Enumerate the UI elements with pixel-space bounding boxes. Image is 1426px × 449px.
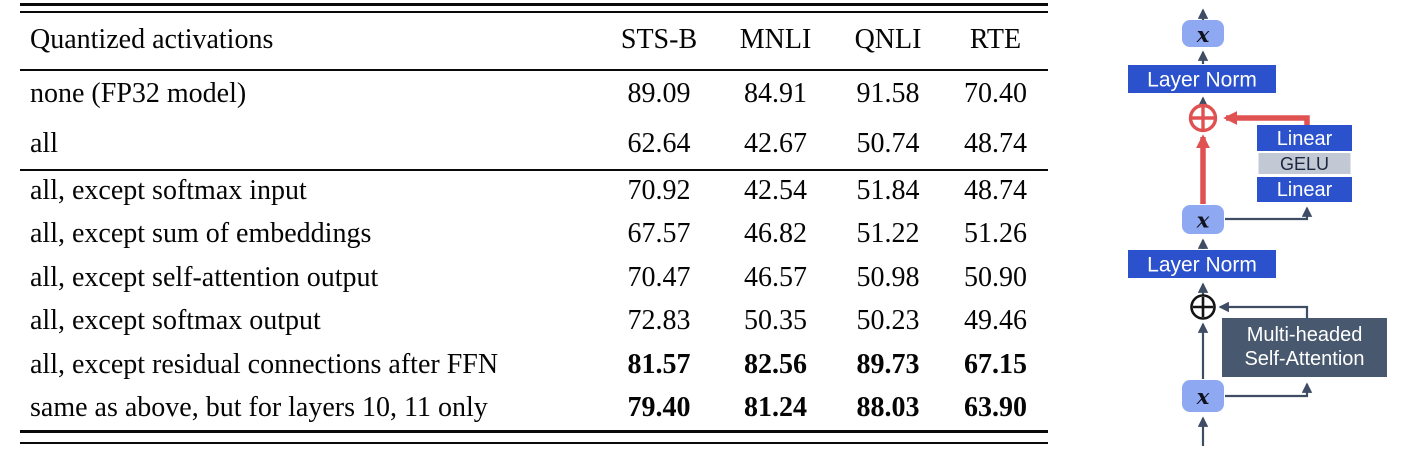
cell-value: 51.22 — [856, 218, 920, 250]
cell-value: 70.47 — [627, 261, 691, 293]
cell-value: 72.83 — [627, 305, 691, 337]
results-table: Quantized activations STS-B MNLI QNLI RT… — [20, 11, 1048, 430]
column-header-mnli: MNLI — [739, 24, 812, 55]
add-node-red — [1188, 103, 1218, 133]
x-label: x — [1196, 22, 1210, 47]
cell-value: 62.64 — [627, 128, 691, 159]
cell-value: 42.54 — [744, 174, 807, 206]
cell-value: 63.90 — [964, 392, 1027, 424]
row-label: all, except self-attention output — [30, 261, 379, 293]
column-header-quantized-activations: Quantized activations — [30, 24, 274, 55]
cell-value: 70.92 — [627, 174, 691, 206]
table-row: all, except self-attention output 70.47 … — [20, 256, 1048, 300]
column-header-qnli: QNLI — [854, 24, 922, 55]
gelu-box: GELU — [1258, 153, 1351, 174]
table-bottom-rule-inner — [20, 442, 1048, 444]
row-label: all, except residual connections after F… — [30, 348, 499, 380]
linear-label: Linear — [1277, 128, 1333, 150]
cell-value: 70.40 — [964, 78, 1027, 109]
cell-value: 50.35 — [744, 305, 807, 337]
layer-norm-box-top: Layer Norm — [1128, 65, 1276, 93]
cell-value: 81.24 — [744, 392, 807, 424]
transformer-block-diagram: x x x Layer Norm Layer Norm Linear GELU — [1128, 8, 1387, 446]
attention-label-line1: Multi-headed — [1247, 324, 1363, 346]
table-row: same as above, but for layers 10, 11 onl… — [20, 387, 1048, 431]
table-bottom-rule-outer — [20, 430, 1048, 433]
x-node-middle: x — [1182, 205, 1224, 234]
attention-label-line2: Self-Attention — [1244, 348, 1364, 370]
linear-box-top: Linear — [1257, 125, 1352, 151]
layer-norm-box-bottom: Layer Norm — [1128, 250, 1276, 278]
table-row: all, except sum of embeddings 67.57 46.8… — [20, 213, 1048, 257]
cell-value: 89.09 — [627, 78, 691, 109]
row-label: none (FP32 model) — [30, 78, 247, 109]
cell-value: 48.74 — [964, 174, 1027, 206]
linear-box-bottom: Linear — [1257, 177, 1352, 202]
table-top-rule-outer — [20, 3, 1048, 6]
column-header-rte: RTE — [969, 24, 1022, 55]
table-row: all, except softmax output 72.83 50.35 5… — [20, 300, 1048, 344]
table-row: all 62.64 42.67 50.74 48.74 — [20, 119, 1048, 169]
attention-to-add1-arrow — [1218, 301, 1309, 318]
table-header-rule — [20, 69, 1048, 71]
column-header-stsb: STS-B — [620, 24, 698, 55]
add-node — [1190, 294, 1216, 320]
cell-value: 46.82 — [744, 218, 807, 250]
table-row: all, except residual connections after F… — [20, 343, 1048, 387]
table-top-rule-inner — [20, 11, 1048, 13]
cell-value: 50.74 — [856, 128, 920, 159]
gelu-label: GELU — [1280, 154, 1329, 174]
cell-value: 46.57 — [744, 261, 807, 293]
table-header-row: Quantized activations STS-B MNLI QNLI RT… — [20, 11, 1048, 69]
layer-norm-label: Layer Norm — [1147, 254, 1257, 277]
table-row: none (FP32 model) 89.09 84.91 91.58 70.4… — [20, 69, 1048, 119]
cell-value: 91.58 — [856, 78, 920, 109]
cell-value: 50.98 — [856, 261, 920, 293]
cell-value: 48.74 — [964, 128, 1027, 159]
cell-value: 50.90 — [964, 261, 1027, 293]
cell-value: 50.23 — [856, 305, 920, 337]
cell-value: 51.26 — [964, 218, 1027, 250]
cell-value: 84.91 — [744, 78, 807, 109]
linear-label: Linear — [1277, 179, 1333, 201]
cell-value: 51.84 — [856, 174, 920, 206]
row-label: all, except sum of embeddings — [30, 218, 372, 250]
row-label: all, except softmax input — [30, 174, 307, 206]
cell-value: 82.56 — [744, 348, 807, 380]
table-row: all, except softmax input 70.92 42.54 51… — [20, 169, 1048, 213]
x-to-attention-arrow — [1225, 382, 1313, 398]
x-label: x — [1196, 208, 1210, 233]
row-label: all — [30, 128, 58, 159]
x-node-bottom: x — [1182, 380, 1224, 412]
x-to-linear-arrow — [1225, 206, 1313, 221]
attention-box: Multi-headed Self-Attention — [1222, 318, 1387, 377]
ffn-to-add2-red-arrow — [1223, 111, 1310, 128]
cell-value: 88.03 — [856, 392, 920, 424]
cell-value: 81.57 — [627, 348, 691, 380]
cell-value: 79.40 — [627, 392, 691, 424]
x-node-top: x — [1182, 20, 1224, 47]
x-label: x — [1196, 384, 1210, 409]
layer-norm-label: Layer Norm — [1147, 69, 1257, 92]
cell-value: 49.46 — [964, 305, 1027, 337]
row-label: all, except softmax output — [30, 305, 321, 337]
cell-value: 89.73 — [856, 348, 920, 380]
cell-value: 67.15 — [964, 348, 1027, 380]
cell-value: 42.67 — [744, 128, 807, 159]
cell-value: 67.57 — [627, 218, 691, 250]
row-label: same as above, but for layers 10, 11 onl… — [30, 392, 488, 424]
table-mid-rule — [20, 169, 1048, 171]
